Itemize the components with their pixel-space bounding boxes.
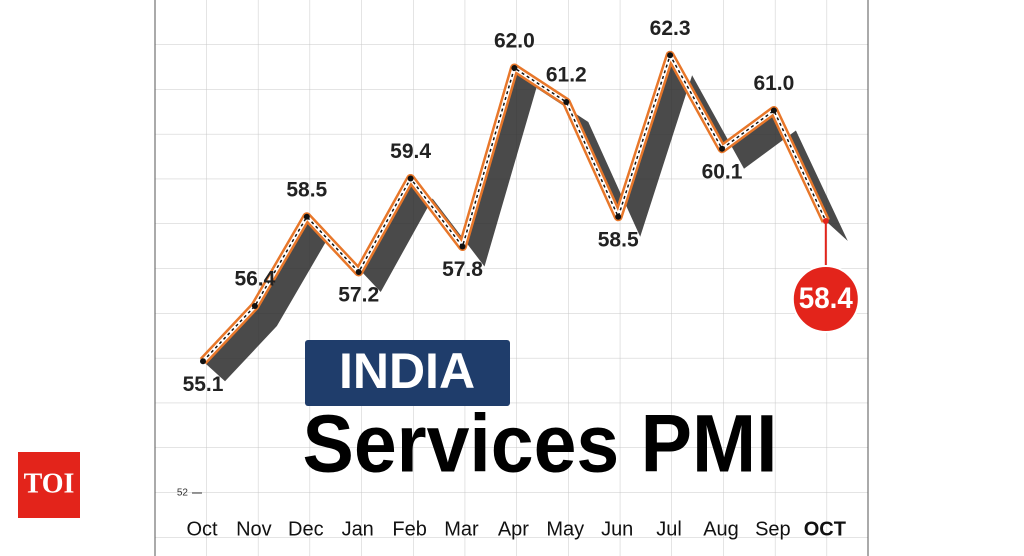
point — [303, 213, 310, 220]
x-tick-label: Feb — [392, 518, 426, 540]
point — [563, 99, 570, 105]
value-label: 61.2 — [546, 64, 587, 87]
x-tick-label: Mar — [444, 518, 479, 540]
value-label: 60.1 — [702, 160, 743, 183]
point — [200, 358, 206, 365]
highlight-circle — [791, 265, 860, 333]
subtitle: INDIA — [339, 343, 475, 399]
x-tick-label: Dec — [288, 518, 324, 540]
value-label: 59.4 — [390, 140, 431, 163]
x-tick-label: Apr — [498, 518, 529, 540]
point — [615, 213, 622, 220]
point — [251, 303, 258, 309]
value-label: 56.4 — [234, 268, 275, 291]
value-label: 55.1 — [183, 373, 224, 396]
value-label: 62.0 — [494, 30, 535, 53]
subtitle-box — [305, 340, 510, 406]
x-tick-label: OCT — [804, 518, 846, 540]
x-tick-label: Jun — [601, 518, 633, 540]
logo: TOI — [24, 468, 75, 499]
x-tick-label: Jul — [656, 518, 682, 540]
y-tick-label: 52 — [177, 488, 189, 499]
point — [667, 52, 674, 59]
value-label: 57.8 — [442, 258, 483, 281]
value-label: 58.5 — [598, 228, 639, 251]
point — [459, 243, 466, 250]
value-label: 57.2 — [338, 284, 379, 307]
x-tick-label: Oct — [186, 518, 218, 540]
shadow-layer — [203, 55, 848, 382]
ribbon-shadow — [203, 55, 848, 382]
point — [407, 175, 414, 182]
point — [770, 107, 777, 114]
value-label: 58.5 — [286, 178, 327, 201]
value-label: 61.0 — [753, 72, 794, 95]
x-tick-label: Jan — [342, 518, 374, 540]
point — [511, 65, 518, 71]
x-tick-label: Sep — [755, 518, 791, 540]
x-tick-label: Aug — [703, 518, 739, 540]
x-tick-label: Nov — [236, 518, 272, 540]
point — [355, 269, 362, 275]
chart-title: Services PMI — [303, 399, 778, 490]
logo-box — [18, 452, 80, 518]
point — [719, 145, 725, 152]
value-label: 62.3 — [650, 17, 691, 40]
x-tick-label: May — [546, 518, 584, 540]
value-label: 58.4 — [799, 282, 853, 315]
